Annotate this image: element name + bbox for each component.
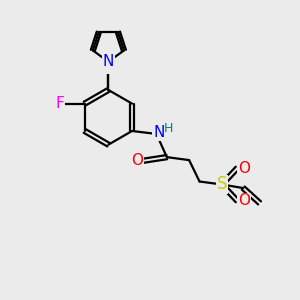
Text: S: S (217, 176, 227, 194)
Text: O: O (131, 153, 143, 168)
Text: H: H (164, 122, 174, 135)
Text: N: N (103, 54, 114, 69)
Text: N: N (153, 125, 164, 140)
Text: O: O (238, 160, 250, 175)
Text: O: O (238, 193, 250, 208)
Text: N: N (103, 58, 114, 73)
Text: F: F (55, 96, 64, 111)
